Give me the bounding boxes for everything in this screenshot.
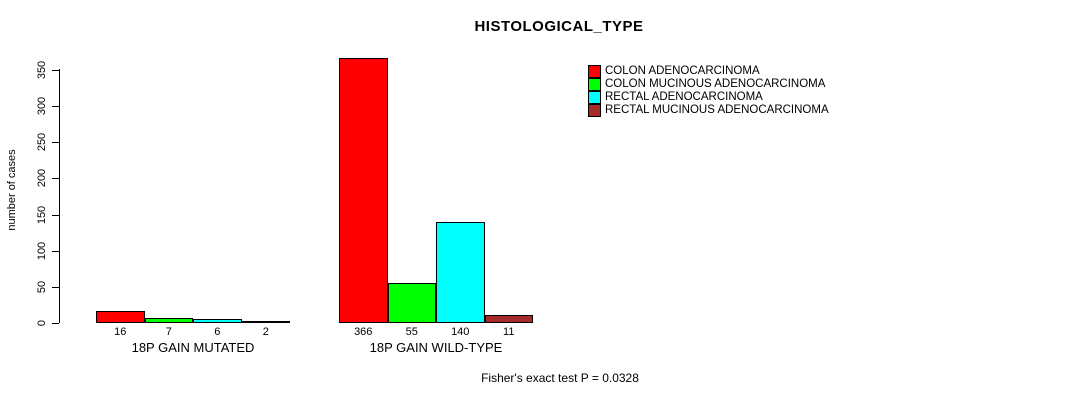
bar-rectal-mucinous-adenocarcinoma: [484, 315, 533, 323]
y-axis-label: number of cases: [6, 149, 18, 231]
y-axis-tick-label: 300: [36, 96, 48, 116]
y-axis-tick: [52, 214, 59, 216]
y-axis-tick-label: 100: [36, 241, 48, 260]
bar-rectal-adenocarcinoma: [436, 221, 485, 323]
y-axis-tick: [52, 286, 59, 288]
bar-colon-mucinous-adenocarcinoma: [387, 283, 436, 323]
bar-value-label: 2: [262, 326, 269, 338]
chart-title: HISTOLOGICAL_TYPE: [474, 18, 644, 35]
y-axis-tick-label: 150: [36, 205, 48, 224]
y-axis-tick: [52, 250, 59, 252]
bar-value-label: 366: [354, 326, 373, 338]
x-axis-group-label: 18P GAIN WILD-TYPE: [369, 340, 503, 355]
bar-colon-adenocarcinoma: [96, 311, 145, 323]
legend-swatch: [588, 78, 601, 91]
bar-value-label: 11: [503, 326, 515, 338]
legend-label: RECTAL MUCINOUS ADENOCARCINOMA: [605, 104, 829, 116]
x-axis-group-label: 18P GAIN MUTATED: [131, 340, 255, 355]
legend-swatch: [588, 104, 601, 117]
bar-colon-adenocarcinoma: [339, 58, 388, 323]
y-axis-tick: [52, 142, 59, 144]
bar-rectal-mucinous-adenocarcinoma: [241, 321, 290, 323]
legend-label: RECTAL ADENOCARCINOMA: [605, 91, 763, 103]
y-axis-tick-label: 200: [36, 169, 48, 188]
bar-value-label: 6: [214, 326, 221, 338]
bar-rectal-adenocarcinoma: [193, 318, 242, 323]
bar-value-label: 55: [405, 326, 418, 338]
y-axis-tick: [52, 70, 59, 71]
y-axis-tick-label: 50: [36, 280, 48, 293]
legend-label: COLON MUCINOUS ADENOCARCINOMA: [605, 78, 826, 90]
y-axis-tick-label: 0: [36, 319, 48, 327]
bar-value-label: 7: [165, 326, 172, 338]
legend-swatch: [588, 65, 601, 78]
legend-swatch: [588, 91, 601, 104]
y-axis-tick: [52, 106, 59, 108]
bar-colon-mucinous-adenocarcinoma: [144, 317, 193, 323]
y-axis-tick-label: 250: [36, 133, 48, 152]
y-axis-tick-label: 350: [36, 60, 48, 80]
y-axis-line: [59, 69, 60, 323]
y-axis-tick: [52, 178, 59, 180]
bar-value-label: 16: [114, 326, 127, 338]
y-axis-tick: [52, 323, 59, 324]
bar-value-label: 140: [451, 326, 470, 338]
legend-label: COLON ADENOCARCINOMA: [605, 65, 760, 77]
annotation-text: Fisher's exact test P = 0.0328: [481, 371, 639, 385]
